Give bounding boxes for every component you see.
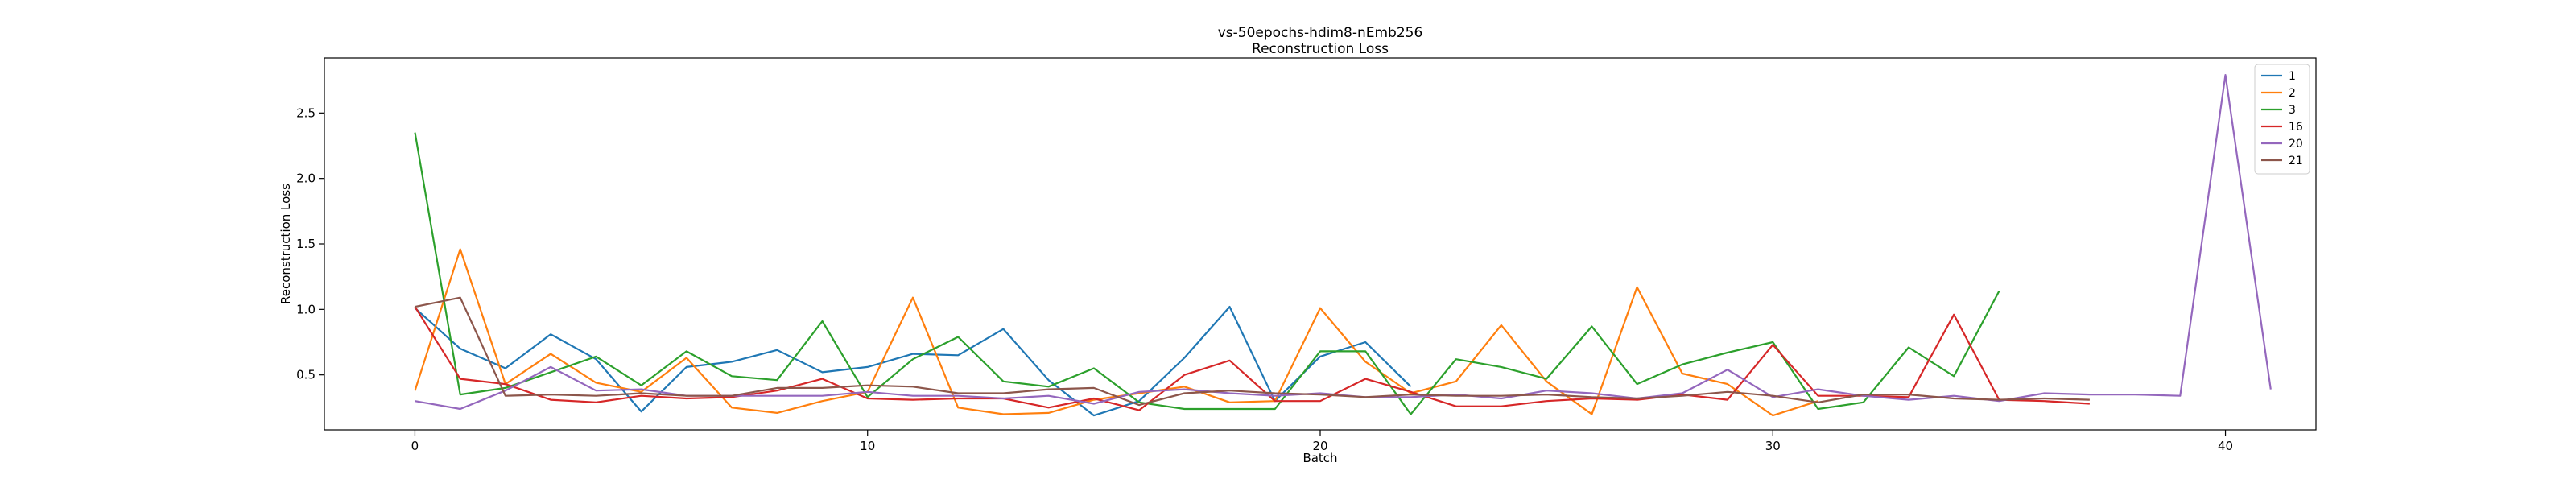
x-tick-label: 30 xyxy=(1765,439,1781,453)
x-axis-label: Batch xyxy=(1302,451,1337,465)
chart-title: vs-50epochs-hdim8-nEmb256 xyxy=(1218,25,1423,41)
legend-label-3: 3 xyxy=(2289,104,2296,117)
y-axis-label: Reconstruction Loss xyxy=(279,184,293,304)
y-tick-label: 1.0 xyxy=(296,302,316,316)
legend-label-16: 16 xyxy=(2289,121,2303,134)
legend-label-21: 21 xyxy=(2289,155,2303,167)
x-tick-label: 40 xyxy=(2218,439,2233,453)
y-tick-label: 2.0 xyxy=(296,171,316,186)
series-line-1 xyxy=(414,306,1412,417)
series-layer xyxy=(414,73,2272,417)
legend-label-2: 2 xyxy=(2289,87,2296,100)
x-tick-label: 0 xyxy=(411,439,419,453)
x-tick-label: 20 xyxy=(1312,439,1327,453)
series-line-21 xyxy=(415,296,2090,407)
x-tick-label: 10 xyxy=(860,439,875,453)
legend-label-20: 20 xyxy=(2289,138,2303,151)
y-axis-ticks: 0.5 1.0 1.5 2.0 2.5 xyxy=(296,105,324,382)
series-line-16 xyxy=(414,306,2090,411)
legend-label-1: 1 xyxy=(2289,70,2296,83)
legend: 1 2 3 16 20 21 xyxy=(2254,64,2310,175)
y-tick-label: 1.5 xyxy=(296,237,316,251)
series-line-20 xyxy=(415,73,2272,411)
series-line-3 xyxy=(414,132,2000,415)
y-tick-label: 2.5 xyxy=(296,105,316,120)
x-axis-ticks: 0 10 20 30 40 xyxy=(411,430,2233,453)
chart-subtitle: Reconstruction Loss xyxy=(1252,41,1389,57)
y-tick-label: 0.5 xyxy=(296,368,316,382)
